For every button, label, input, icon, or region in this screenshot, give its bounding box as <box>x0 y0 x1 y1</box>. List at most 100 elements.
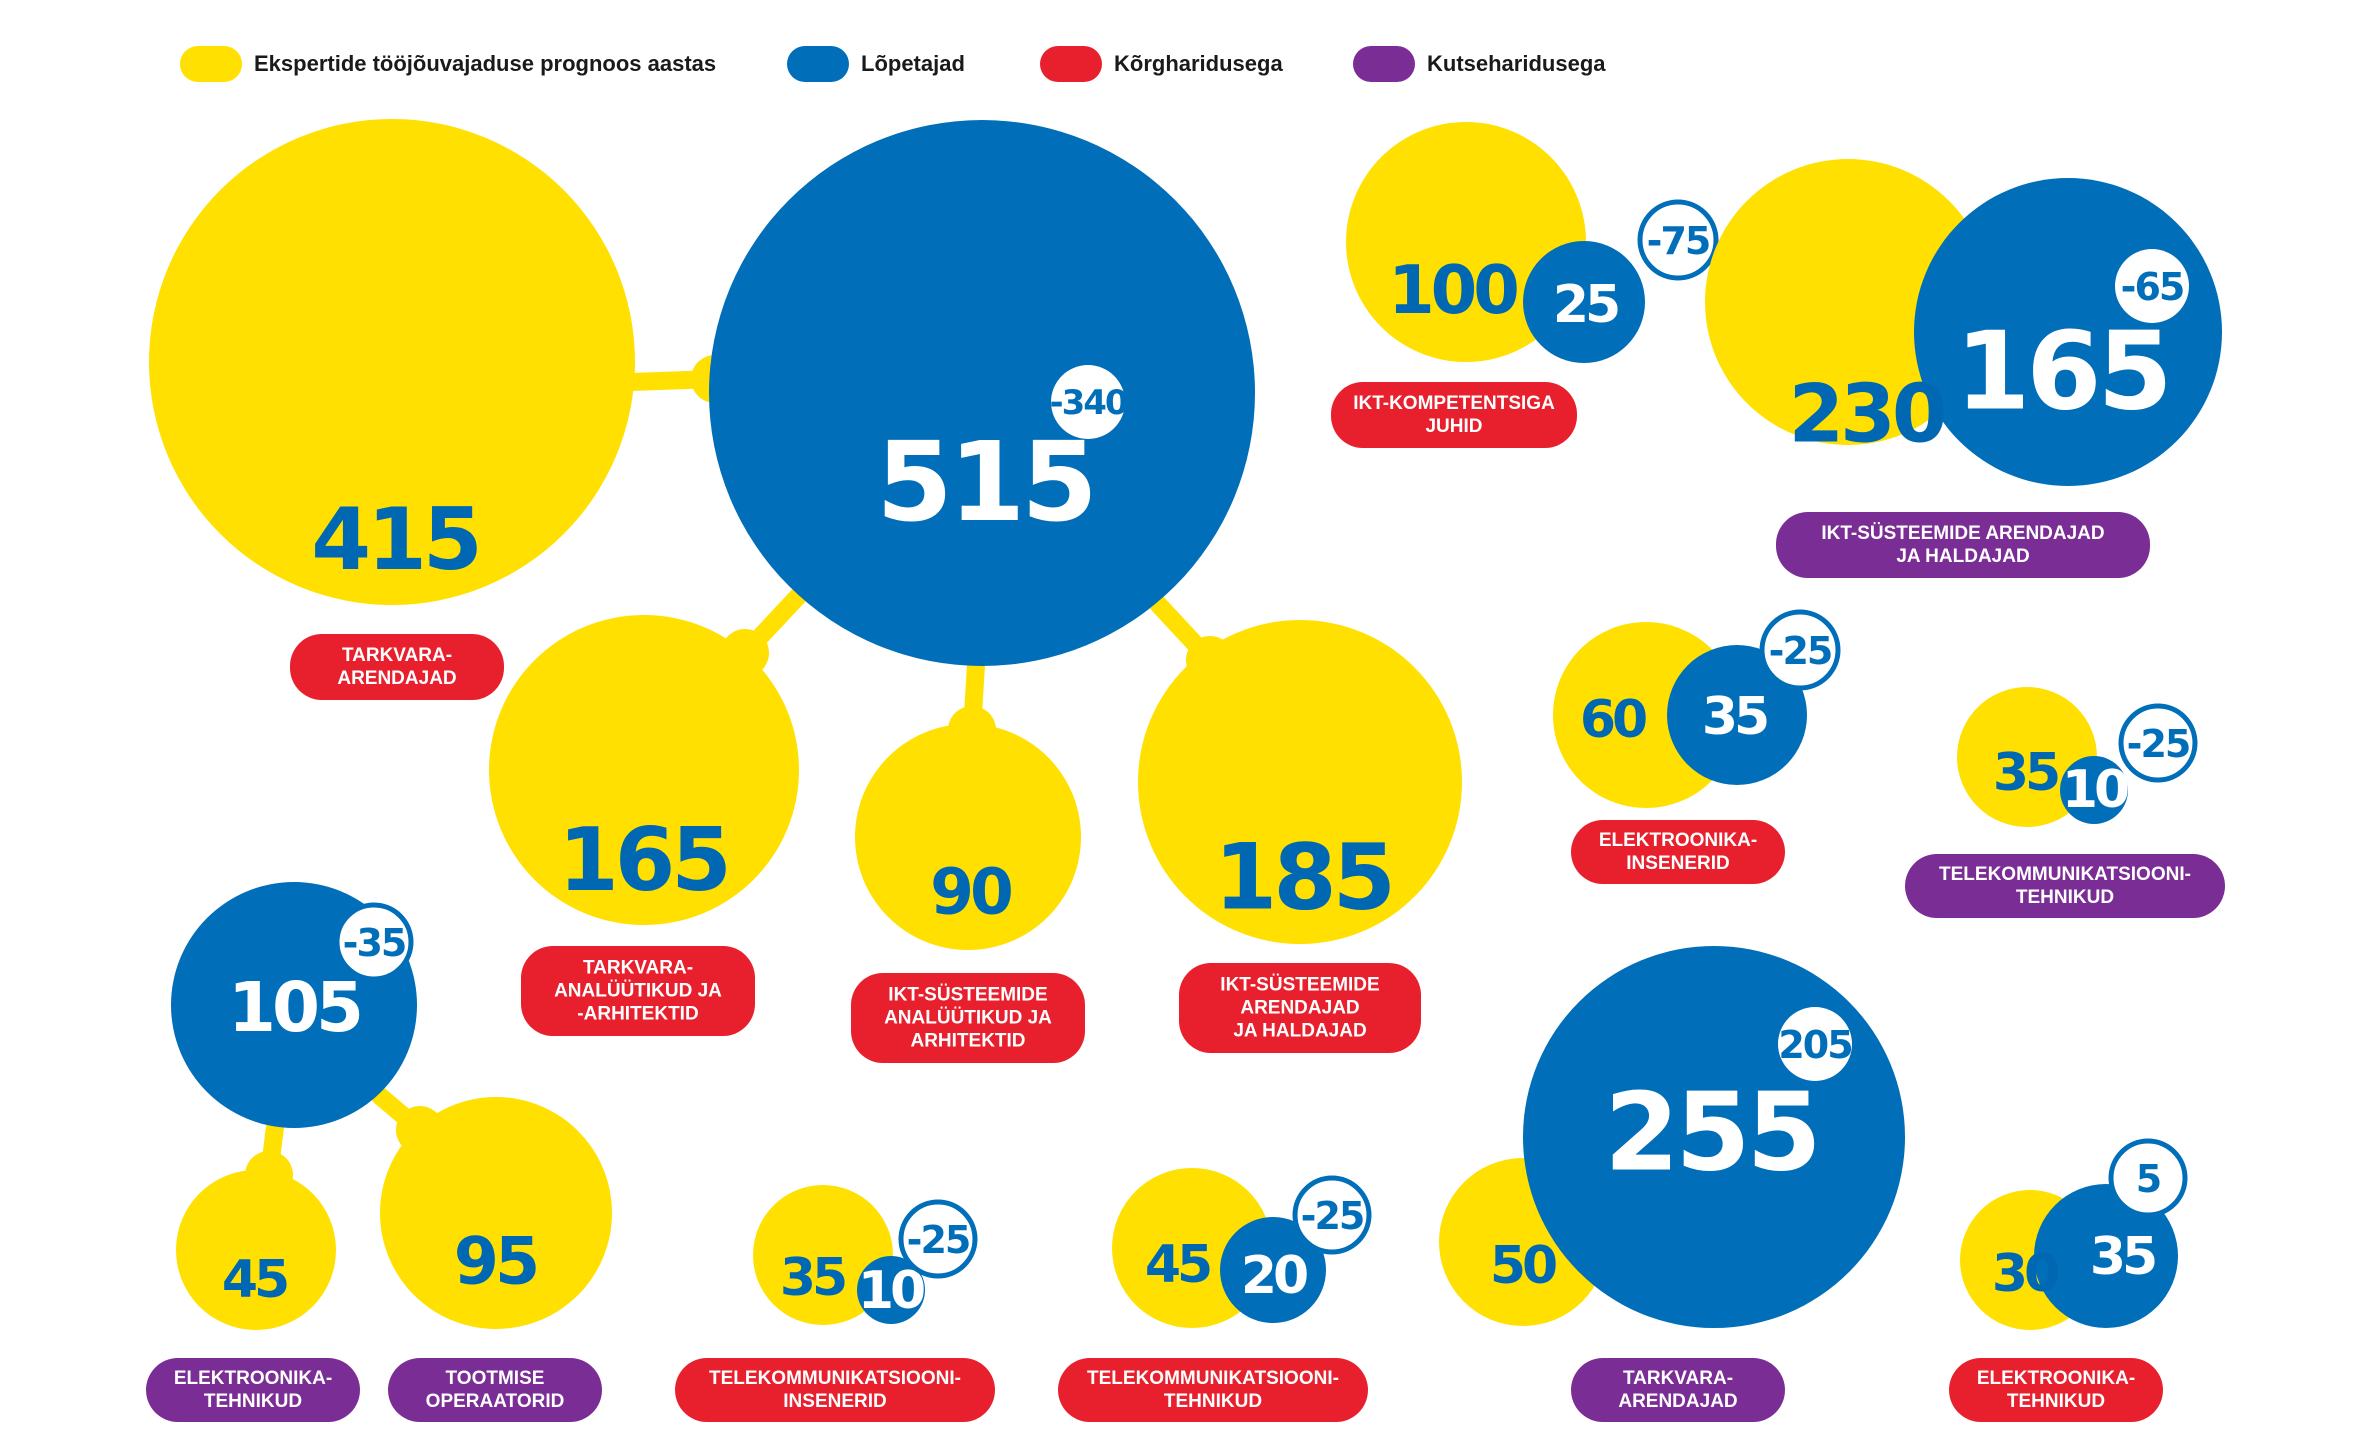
bubble-group-tarkvara-analyytikud: 165 <box>489 615 799 925</box>
category-pill-bg <box>851 973 1085 1063</box>
category-label-line: ARENDAJAD <box>1618 1391 1737 1412</box>
category-label-line: JA HALDAJAD <box>1233 1021 1366 1042</box>
category-pill-tarkvara-analyytikud: TARKVARA-ANALÜÜTIKUD JA-ARHITEKTID <box>521 946 755 1036</box>
difference-badge <box>1292 1175 1372 1255</box>
category-label-line: IKT-SÜSTEEMIDE <box>888 985 1047 1006</box>
prognoos-value: 50 <box>1490 1236 1556 1296</box>
lopetajad-value: 10 <box>2062 760 2128 820</box>
legend-item-korgharidus: Kõrgharidusega <box>1040 44 1283 84</box>
lopetajad-value: 255 <box>1604 1071 1817 1196</box>
lopetajad-value: 20 <box>1241 1246 1307 1306</box>
category-label-line: TOOTMISE <box>446 1368 545 1389</box>
category-label-line: TELEKOMMUNIKATSIOONI- <box>1939 864 2191 885</box>
difference-value: -35 <box>343 921 406 965</box>
prognoos-value: 90 <box>930 856 1011 929</box>
lopetajad-value: 165 <box>1955 310 2168 435</box>
legend-label-prognoos: Ekspertide tööjõuvajaduse prognoos aasta… <box>254 51 717 76</box>
difference-value: -25 <box>1769 629 1832 673</box>
category-labels: TARKVARA-ARENDAJAD TARKVARA-ANALÜÜTIKUD J… <box>146 382 2225 1422</box>
category-pill-bg <box>146 1358 360 1422</box>
category-label-line: -ARHITEKTID <box>577 1004 698 1025</box>
category-pill-telekom-insenerid: TELEKOMMUNIKATSIOONI-INSENERID <box>675 1358 995 1422</box>
bubble-group-tarkvara-arendajad-korg: 415 515-340 <box>149 119 1255 666</box>
legend-item-prognoos: Ekspertide tööjõuvajaduse prognoos aasta… <box>180 44 716 84</box>
legend-label-korgharidus: Kõrgharidusega <box>1114 51 1283 76</box>
difference-badge <box>898 1199 978 1279</box>
lopetajad-bubble <box>1523 241 1645 363</box>
category-pill-bg <box>1179 963 1421 1053</box>
bubble-group-ikt-arendajad-korg: 185 <box>1138 620 1462 944</box>
prognoos-value: 100 <box>1388 251 1517 329</box>
difference-badge <box>1051 365 1125 439</box>
difference-badge <box>1759 609 1841 691</box>
category-label-line: TEHNIKUD <box>2016 887 2114 908</box>
difference-badge <box>2108 1138 2188 1218</box>
legend-swatch-kutseharidus <box>1353 46 1415 82</box>
difference-value: -340 <box>1049 383 1127 423</box>
prognoos-value: 45 <box>1145 1235 1210 1295</box>
category-label-line: ANALÜÜTIKUD JA <box>884 1008 1052 1029</box>
lopetajad-bubble <box>1220 1217 1326 1323</box>
category-label-line: ARHITEKTID <box>910 1031 1025 1052</box>
category-label-line: JA HALDAJAD <box>1896 546 2029 567</box>
category-pill-tarkvara-arendajad-kutse: TARKVARA-ARENDAJAD <box>1571 1358 1785 1422</box>
lopetajad-bubble <box>709 120 1255 666</box>
lopetajad-value: 35 <box>2090 1227 2155 1287</box>
category-label-line: ELEKTROONIKA- <box>1977 1368 2135 1389</box>
prognoos-bubble <box>1705 159 1991 445</box>
legend-label-kutseharidus: Kutseharidusega <box>1427 51 1606 76</box>
prognoos-bubble <box>855 724 1081 950</box>
prognoos-value: 60 <box>1580 690 1646 750</box>
category-pill-bg <box>1058 1358 1368 1422</box>
lopetajad-value: 35 <box>1702 687 1767 747</box>
prognoos-bubble <box>489 615 799 925</box>
prognoos-value: 185 <box>1214 826 1392 931</box>
difference-badge <box>2118 703 2198 783</box>
category-pill-bg <box>388 1358 602 1422</box>
category-pill-telekom-tehnikud-kutse: TELEKOMMUNIKATSIOONI-TEHNIKUD <box>1905 854 2225 918</box>
category-label-line: ARENDAJAD <box>337 668 456 689</box>
difference-badge <box>1637 199 1719 281</box>
difference-value: -25 <box>1301 1194 1364 1238</box>
legend-item-lopetajad: Lõpetajad <box>787 44 965 84</box>
difference-badge <box>2115 249 2189 323</box>
bubble-group-telekom-tehnikud-kutse: 35 10-25 <box>1957 687 2198 827</box>
prognoos-bubble <box>380 1097 612 1329</box>
difference-value: 5 <box>2136 1157 2160 1201</box>
legend: Ekspertide tööjõuvajaduse prognoos aasta… <box>0 44 2362 84</box>
category-pill-tarkvara-arendajad-korg: TARKVARA-ARENDAJAD <box>290 634 504 700</box>
category-pill-elektroonikatehnikud-korg: ELEKTROONIKA-TEHNIKUD <box>1949 1358 2163 1422</box>
bubble-group-elektroonikatehnikud-korg: 30 35 5 <box>1960 1138 2188 1330</box>
prognoos-bubble <box>1138 620 1462 944</box>
category-pill-bg <box>1776 512 2150 578</box>
category-label-line: JUHID <box>1425 416 1482 437</box>
prognoos-value: 165 <box>558 809 728 911</box>
category-label-line: ELEKTROONIKA- <box>1599 830 1757 851</box>
prognoos-value: 45 <box>222 1250 287 1310</box>
difference-badge <box>334 902 414 982</box>
category-label-line: INSENERID <box>783 1391 886 1412</box>
prognoos-value: 35 <box>1993 743 2058 803</box>
bubble-group-tootmise-operaatorid: 95 <box>380 1097 612 1329</box>
bubble-group-elektroonikatehnikud-kutse: 45 105-35 <box>171 882 417 1330</box>
category-pill-bg <box>1331 382 1577 448</box>
difference-value: -25 <box>907 1218 970 1262</box>
legend-swatch-korgharidus <box>1040 46 1102 82</box>
category-label-line: TEHNIKUD <box>1164 1391 1262 1412</box>
difference-value: 205 <box>1778 1023 1851 1067</box>
legend-label-lopetajad: Lõpetajad <box>861 51 965 76</box>
difference-badge <box>1778 1007 1852 1081</box>
bubble-group-ikt-juhid: 100 25 -75 <box>1346 122 1719 363</box>
category-label-line: INSENERID <box>1626 853 1729 874</box>
prognoos-value: 35 <box>780 1248 845 1308</box>
lopetajad-bubble <box>1667 645 1807 785</box>
category-label-line: ANALÜÜTIKUD JA <box>554 981 722 1002</box>
category-pill-bg <box>675 1358 995 1422</box>
category-pill-bg <box>1571 1358 1785 1422</box>
